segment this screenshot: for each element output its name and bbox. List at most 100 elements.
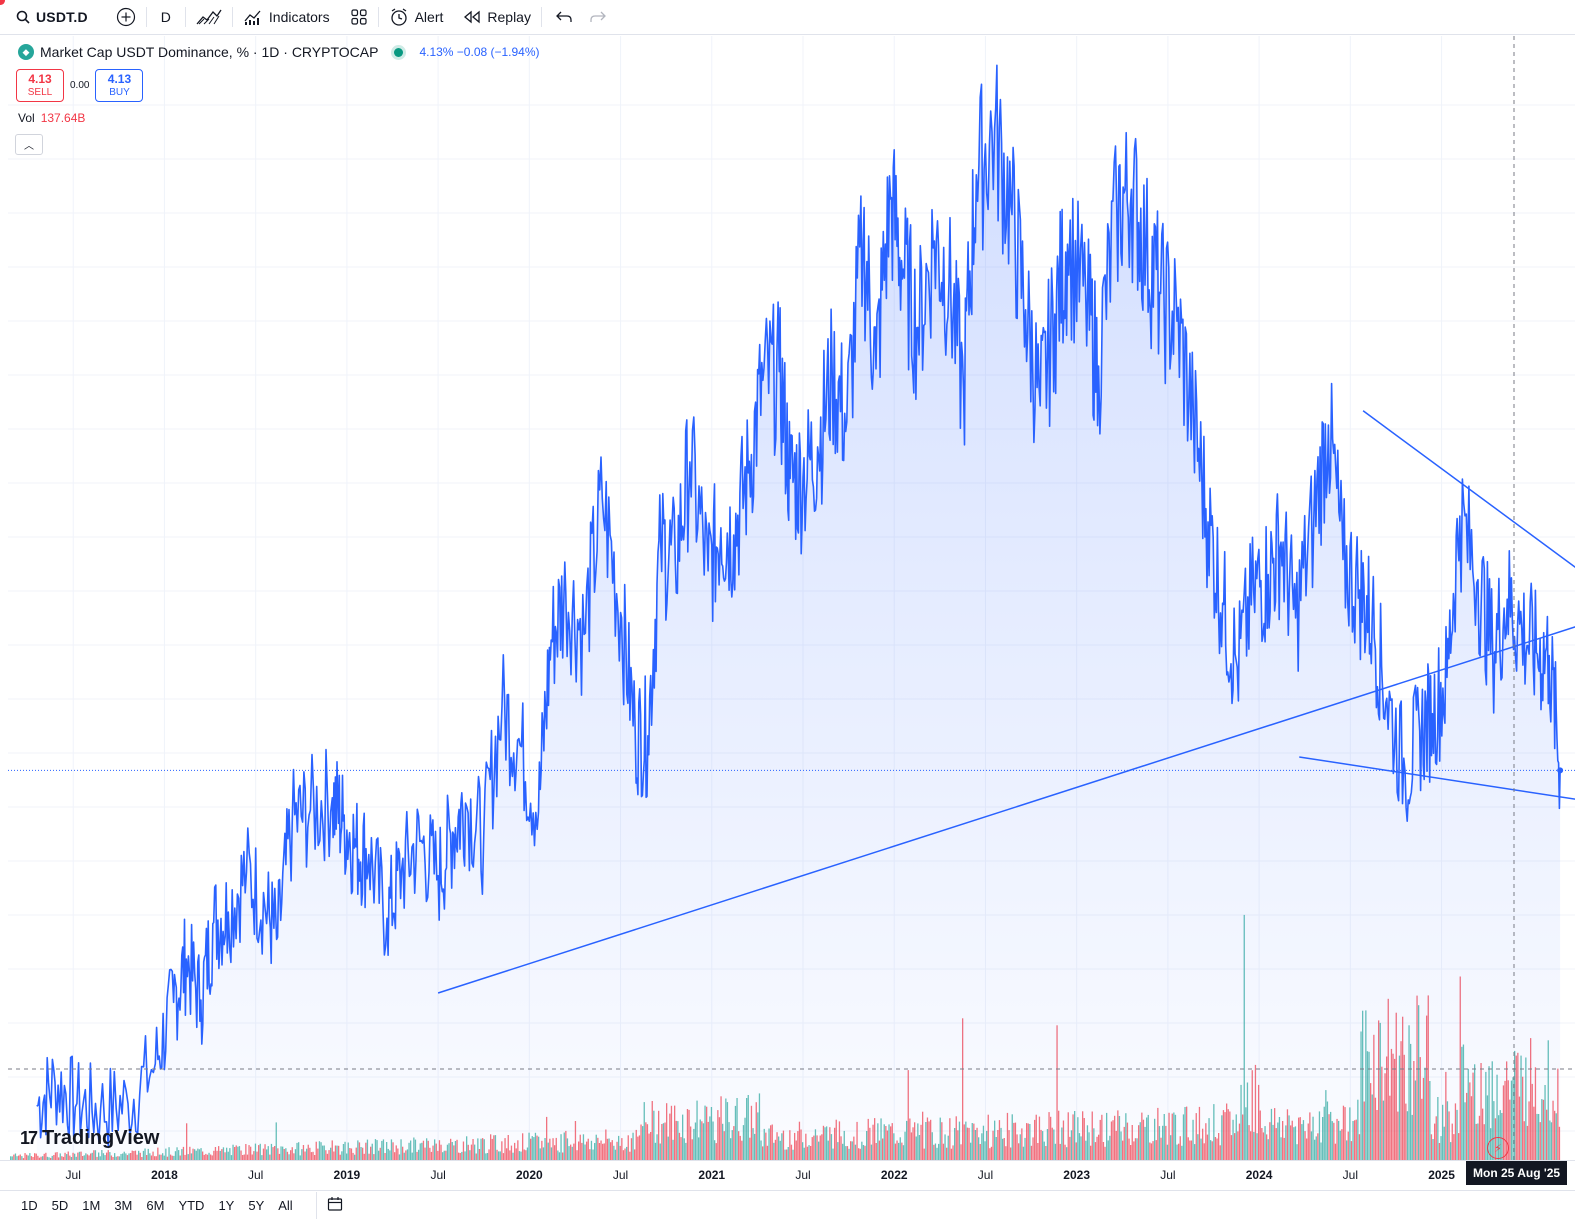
separator xyxy=(231,7,233,27)
chevron-up-icon: ︿ xyxy=(24,141,34,152)
redo-icon xyxy=(590,11,606,22)
x-tick-label: 2019 xyxy=(333,1168,361,1182)
volume-value: 137.64B xyxy=(40,111,86,125)
volume-bar xyxy=(11,1156,13,1160)
top-toolbar: USDT.D D Indicators xyxy=(0,0,1575,35)
volume-bar xyxy=(29,1153,31,1160)
x-tick-label: Jul xyxy=(795,1168,811,1182)
sell-button[interactable]: 4.13 SELL xyxy=(16,69,64,102)
area-chart-icon xyxy=(196,9,222,25)
trendline xyxy=(1362,410,1575,568)
x-tick-label: Jul xyxy=(1342,1168,1358,1182)
trade-panel: 4.13 SELL 0.00 4.13 BUY xyxy=(16,69,144,102)
layouts-button[interactable] xyxy=(340,0,378,34)
range-button-3m[interactable]: 3M xyxy=(114,1198,133,1213)
range-button-6m[interactable]: 6M xyxy=(146,1198,165,1213)
search-icon xyxy=(16,10,30,24)
volume-legend: Vol 137.64B xyxy=(18,111,85,125)
volume-bar xyxy=(18,1155,20,1160)
volume-bar xyxy=(26,1154,28,1160)
range-button-ytd[interactable]: YTD xyxy=(178,1198,205,1213)
x-tick-label: 2021 xyxy=(698,1168,726,1182)
chart-type-button[interactable] xyxy=(186,0,232,34)
x-tick-label: 2025 xyxy=(1428,1168,1455,1182)
redo-button[interactable] xyxy=(586,0,610,34)
alert-button[interactable]: Alert xyxy=(379,0,454,34)
lightning-icon[interactable]: ⚡ xyxy=(1487,1137,1509,1159)
range-button-1d[interactable]: 1D xyxy=(21,1198,38,1213)
volume-bar xyxy=(16,1156,18,1160)
sell-label: SELL xyxy=(27,86,53,98)
sell-price: 4.13 xyxy=(28,71,52,86)
alarm-clock-icon xyxy=(390,8,407,26)
indicators-label: Indicators xyxy=(268,9,330,25)
x-tick-label: Jul xyxy=(1160,1168,1176,1182)
x-tick-label: Jul xyxy=(247,1168,264,1182)
x-tick-label: Jul xyxy=(977,1168,994,1182)
rewind-icon xyxy=(464,10,481,24)
compare-button[interactable] xyxy=(98,0,146,34)
range-button-5d[interactable]: 5D xyxy=(51,1198,69,1213)
buy-price: 4.13 xyxy=(107,71,132,86)
x-tick-label: Jul xyxy=(430,1168,446,1182)
volume-bar xyxy=(35,1153,37,1160)
volume-bar xyxy=(22,1158,25,1160)
series-title: Market Cap USDT Dominance, % · 1D · CRYP… xyxy=(40,44,379,60)
volume-bar xyxy=(24,1153,26,1160)
x-tick-label: 2024 xyxy=(1245,1168,1273,1182)
series-legend: ◆ Market Cap USDT Dominance, % · 1D · CR… xyxy=(18,44,540,60)
range-button-5y[interactable]: 5Y xyxy=(248,1198,265,1213)
crosshair-date-label: Mon 25 Aug '25 xyxy=(1466,1161,1568,1185)
series-values: 4.13% −0.08 (−1.94%) xyxy=(419,45,540,59)
notification-dot xyxy=(0,0,5,5)
volume-bar xyxy=(32,1157,34,1160)
replay-button[interactable]: Replay xyxy=(453,0,541,34)
x-tick-label: Jul xyxy=(65,1168,81,1182)
volume-bar xyxy=(19,1154,21,1160)
trendlines[interactable] xyxy=(437,410,1575,994)
range-button-1y[interactable]: 1Y xyxy=(218,1198,235,1213)
range-button-1m[interactable]: 1M xyxy=(82,1198,101,1213)
alert-label: Alert xyxy=(414,9,444,25)
indicators-icon xyxy=(244,10,261,25)
interval-button[interactable]: D xyxy=(147,0,185,34)
undo-button[interactable] xyxy=(542,0,586,34)
buy-button[interactable]: 4.13 BUY xyxy=(95,69,144,102)
interval-label: D xyxy=(160,9,171,25)
symbol-label: USDT.D xyxy=(36,9,88,25)
separator xyxy=(540,7,542,27)
range-button-all[interactable]: All xyxy=(278,1198,293,1213)
volume-bar xyxy=(27,1155,29,1160)
x-tick-label: 2020 xyxy=(515,1168,543,1182)
dominance-area-fill xyxy=(36,65,1561,1160)
replay-label: Replay xyxy=(487,9,531,25)
price-chart[interactable] xyxy=(0,0,1575,1160)
brand-name: TradingView xyxy=(42,1127,160,1149)
symbol-search[interactable]: USDT.D xyxy=(0,0,98,34)
separator xyxy=(184,7,186,27)
separator xyxy=(377,7,379,27)
buy-label: BUY xyxy=(109,86,130,98)
time-axis[interactable]: Jul 2018 Jul 2019 Jul 2020 Jul 2021 Jul 2022 Jul 20… xyxy=(0,1160,1575,1187)
undo-icon xyxy=(556,11,572,22)
volume-bar xyxy=(14,1153,17,1160)
grid-icon xyxy=(350,9,367,25)
x-tick-label: Jul xyxy=(612,1168,629,1182)
volume-bar xyxy=(10,1156,12,1160)
tether-logo-icon: ◆ xyxy=(18,44,34,60)
spread-value: 0.00 xyxy=(70,80,90,91)
last-price-dot xyxy=(1557,767,1564,774)
x-tick-label: 2022 xyxy=(880,1168,908,1182)
plus-circle-icon xyxy=(116,7,135,27)
indicators-button[interactable]: Indicators xyxy=(233,0,340,34)
calendar-icon[interactable] xyxy=(315,1192,350,1219)
trendline xyxy=(1299,756,1575,800)
dominance-series-line xyxy=(36,64,1561,1149)
date-range-bar: 1D 5D 1M 3M 6M YTD 1Y 5Y All xyxy=(0,1190,1575,1220)
volume-bar xyxy=(30,1156,33,1160)
volume-bar xyxy=(13,1154,15,1160)
tradingview-logo: 17 TradingView xyxy=(20,1127,159,1150)
x-tick-label: 2018 xyxy=(151,1168,178,1182)
collapse-legend-button[interactable]: ︿ xyxy=(15,134,43,155)
volume-bar xyxy=(34,1153,36,1160)
